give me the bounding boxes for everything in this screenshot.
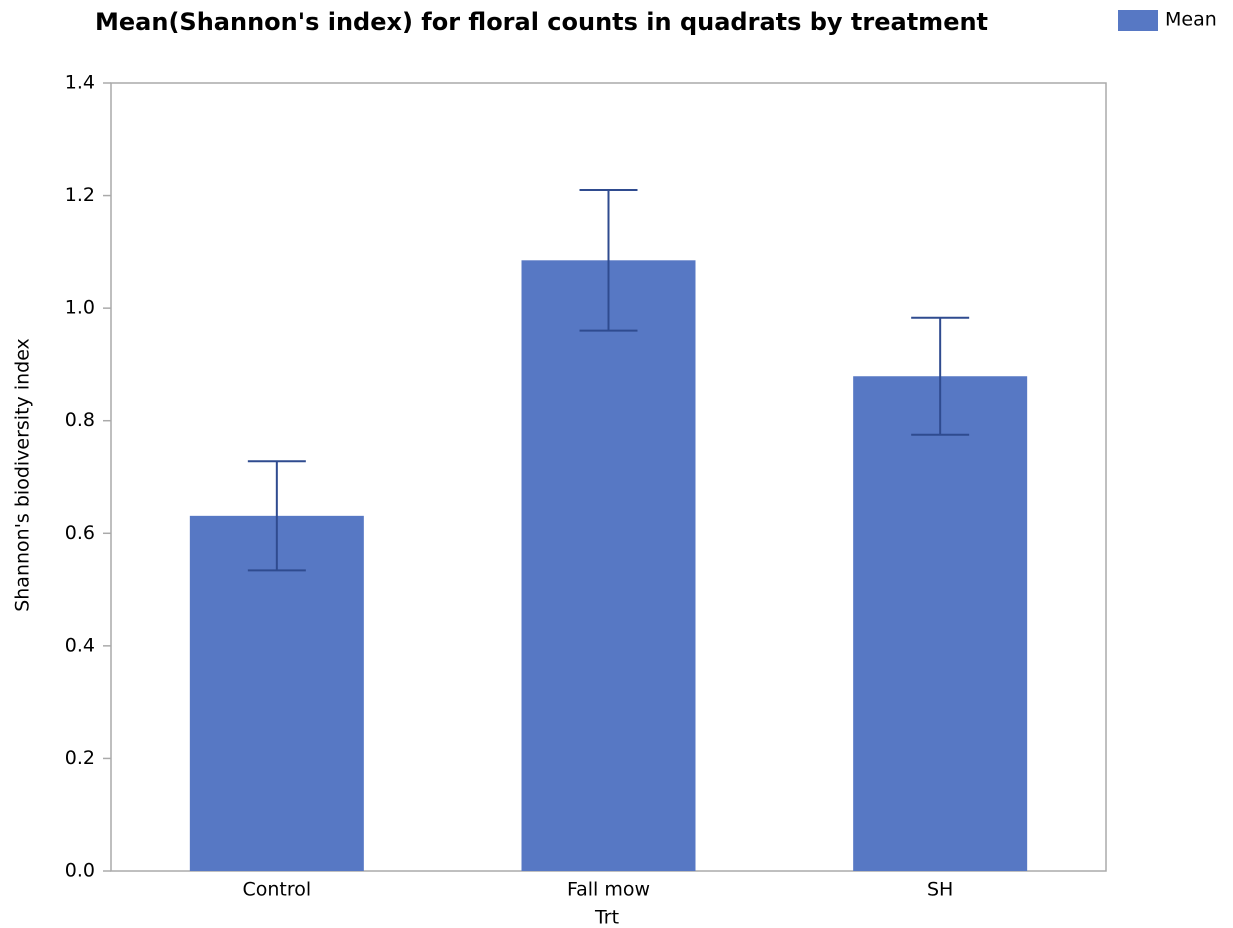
y-tick-label: 0.4 [65,634,95,656]
legend-swatch [1118,10,1158,31]
error-bar [247,460,306,572]
bar [189,515,364,871]
error-bar [579,188,638,332]
y-axis-label: Shannon's biodiversity index [12,338,34,612]
error-bar [911,316,970,436]
y-tick-label: 1.0 [65,297,95,319]
y-tick-label: 1.2 [65,184,95,206]
legend-label: Mean [1165,9,1217,31]
y-tick-label: 0.2 [65,747,95,769]
y-tick-label: 0.6 [65,522,95,544]
x-tick-label: Control [242,879,311,901]
x-axis-label: Trt [594,907,619,928]
x-tick-label: Fall mow [567,879,650,901]
y-tick-label: 1.4 [65,72,95,94]
bar [853,376,1028,871]
bar [521,260,696,871]
y-tick-label: 0.0 [65,860,95,882]
y-tick-label: 0.8 [65,409,95,431]
x-tick-label: SH [927,879,953,901]
chart-title: Mean(Shannon's index) for floral counts … [95,8,988,36]
